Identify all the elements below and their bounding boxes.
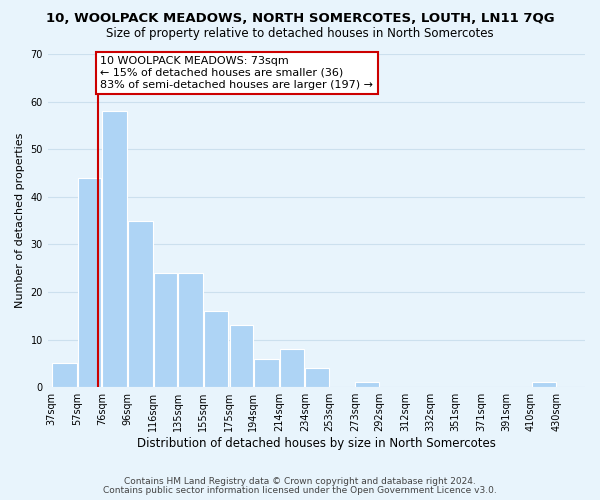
X-axis label: Distribution of detached houses by size in North Somercotes: Distribution of detached houses by size … — [137, 437, 496, 450]
Bar — [78, 178, 101, 387]
Bar — [280, 349, 304, 387]
Bar — [178, 273, 203, 387]
Bar — [128, 220, 152, 387]
Y-axis label: Number of detached properties: Number of detached properties — [15, 133, 25, 308]
Bar — [305, 368, 329, 387]
Bar — [532, 382, 556, 387]
Text: 10, WOOLPACK MEADOWS, NORTH SOMERCOTES, LOUTH, LN11 7QG: 10, WOOLPACK MEADOWS, NORTH SOMERCOTES, … — [46, 12, 554, 26]
Text: Contains HM Land Registry data © Crown copyright and database right 2024.: Contains HM Land Registry data © Crown c… — [124, 477, 476, 486]
Bar — [204, 311, 229, 387]
Bar — [102, 111, 127, 387]
Text: Size of property relative to detached houses in North Somercotes: Size of property relative to detached ho… — [106, 28, 494, 40]
Bar — [230, 326, 253, 387]
Text: Contains public sector information licensed under the Open Government Licence v3: Contains public sector information licen… — [103, 486, 497, 495]
Bar — [355, 382, 379, 387]
Text: 10 WOOLPACK MEADOWS: 73sqm
← 15% of detached houses are smaller (36)
83% of semi: 10 WOOLPACK MEADOWS: 73sqm ← 15% of deta… — [100, 56, 373, 90]
Bar — [254, 358, 278, 387]
Bar — [154, 273, 177, 387]
Bar — [52, 364, 77, 387]
